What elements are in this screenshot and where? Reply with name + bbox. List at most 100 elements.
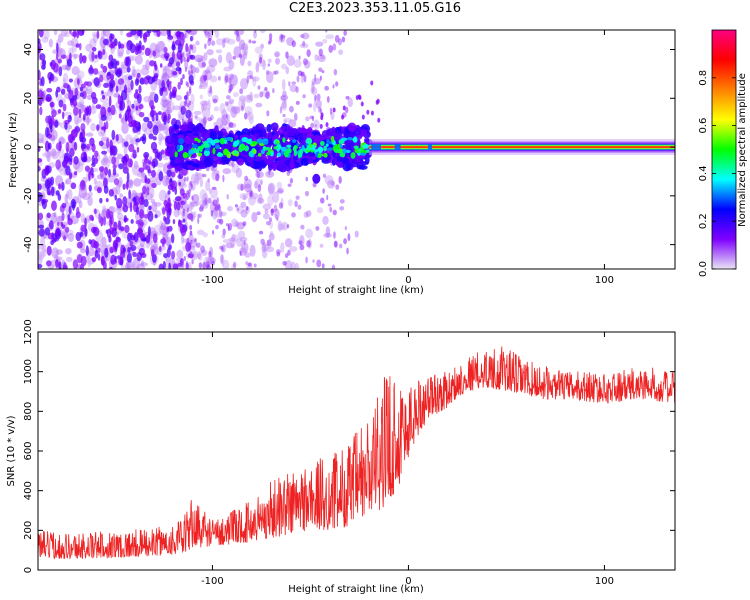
spectrogram-band-blob [198, 130, 206, 138]
spectrogram-haze-spot [199, 178, 204, 188]
spectrogram-haze-spot [319, 243, 324, 248]
spectrogram-noise-blob [50, 115, 55, 127]
spectrogram-streak-blob [183, 255, 186, 261]
spectrogram-sparse-blob [339, 199, 345, 204]
spectrogram-haze-spot [38, 243, 44, 250]
spectrogram-sparse-blob [337, 38, 342, 46]
spectrogram-haze-spot [305, 116, 310, 122]
spectrogram-band-blob [349, 161, 360, 168]
spectrogram-haze-spot [150, 198, 156, 204]
spectrogram-sparse-blob [249, 190, 253, 198]
spectrogram-noise-blob [44, 179, 51, 190]
spectrogram-haze-spot [81, 192, 91, 201]
spectrogram-sparse-blob [234, 204, 239, 208]
spectrogram-band-peak [323, 145, 327, 152]
spectrogram-sparse-blob [291, 81, 297, 85]
spectrogram-haze-spot [280, 242, 285, 253]
spectrogram-noise-blob [154, 64, 158, 71]
spectrogram-noise-blob [108, 235, 112, 243]
spectrogram-haze-spot [200, 55, 205, 61]
spectrogram-noise-blob [153, 72, 159, 79]
spectrogram-noise-blob [110, 104, 116, 116]
spectrogram-sparse-blob [217, 76, 221, 81]
spectrogram-haze-spot [197, 252, 203, 261]
spectrogram-noise-blob [168, 262, 172, 269]
spectrogram-noise-blob [56, 42, 59, 54]
spectrogram-haze-spot [238, 95, 246, 102]
spectrogram-band-peak [203, 149, 210, 157]
spectrogram-noise-blob [46, 87, 53, 93]
spectrogram-haze-spot [42, 243, 47, 253]
spectrogram-haze-spot [67, 188, 73, 201]
spectrogram-streak-blob [191, 259, 194, 265]
spectrogram-noise-blob [57, 108, 62, 114]
spectrogram-haze-spot [160, 30, 168, 37]
spectrogram-noise-blob [46, 260, 52, 267]
spectrogram-haze-spot [223, 37, 231, 44]
spectrogram-band-peak [178, 137, 185, 145]
spectrogram-haze-spot [161, 244, 166, 251]
spectrogram-noise-blob [64, 226, 70, 233]
spectrogram-upper-blob [361, 114, 365, 120]
spectrogram-haze-spot [84, 88, 93, 95]
spectrogram-noise-blob [55, 159, 61, 170]
spectrogram-haze-spot [180, 233, 185, 245]
spectrogram-haze-spot [239, 193, 249, 200]
spectrogram-sparse-blob [343, 238, 347, 245]
spectrogram-haze-spot [247, 110, 251, 117]
spectrogram-noise-blob [57, 193, 62, 201]
spectrogram-noise-blob [120, 226, 125, 232]
spectrogram-haze-spot [286, 55, 295, 66]
spectrogram-noise-blob [137, 30, 142, 37]
spectrogram-sparse-blob [312, 259, 315, 263]
spectrogram-noise-blob [127, 115, 133, 124]
spectrogram-noise-blob [169, 90, 173, 100]
spectrogram-noise-blob [138, 167, 145, 173]
spectrogram-sparse-blob [276, 249, 281, 255]
spectrogram-noise-blob [150, 105, 156, 110]
spectrogram-band-blob [358, 165, 368, 170]
spectrogram-sparse-blob [329, 107, 333, 115]
spectrogram-haze-spot [163, 236, 172, 246]
spectrogram-noise-blob [84, 165, 90, 172]
spectrogram-haze-spot [117, 212, 124, 220]
spectrogram-noise-blob [150, 141, 158, 151]
spectrogram-noise-blob [72, 99, 78, 107]
spectrogram-sparse-blob [265, 91, 270, 100]
spectrogram-noise-blob [72, 30, 77, 38]
spectrogram-haze-spot [80, 213, 86, 223]
spectrogram-haze-spot [149, 156, 153, 161]
spectrogram-noise-blob [174, 186, 178, 195]
spectrogram-sparse-blob [333, 68, 338, 76]
spectrogram-sparse-blob [333, 231, 336, 239]
spectrogram-noise-blob [91, 257, 97, 263]
spectrogram-sparse-blob [291, 40, 296, 48]
spectrogram-haze-spot [252, 76, 257, 88]
spectrogram-noise-blob [130, 79, 134, 91]
spectrogram-streak-blob [185, 195, 189, 201]
spectrogram-haze-spot [209, 75, 218, 83]
spectrogram-noise-blob [98, 166, 105, 172]
spectrogram-haze-spot [142, 64, 147, 69]
spectrogram-noise-blob [162, 260, 166, 269]
spectrogram-haze-spot [313, 101, 317, 113]
spectrogram-haze-spot [283, 99, 287, 104]
spectrogram-upper-blob [341, 114, 345, 120]
spectrogram-noise-blob [175, 66, 182, 72]
spectrogram-haze-spot [85, 43, 93, 52]
spectrogram-haze-spot [223, 66, 232, 72]
spectrogram-haze-spot [200, 100, 209, 107]
spectrogram-noise-blob [47, 232, 54, 240]
spectrogram-band-blob [205, 132, 210, 139]
spectrogram-sparse-blob [257, 85, 261, 90]
spectrogram-noise-blob [104, 247, 109, 258]
spectrogram-band-peak [276, 140, 280, 145]
spectrogram-sparse-blob [318, 106, 322, 113]
spectrogram-streak-blob [183, 107, 186, 113]
spectrogram-haze-spot [244, 252, 251, 258]
colorbar-frame [711, 29, 737, 270]
spectrogram-upper-blob [376, 98, 380, 104]
spectrogram-sparse-blob [332, 43, 337, 51]
spectrogram-haze-spot [64, 193, 69, 205]
spectrogram-band-peak [278, 145, 282, 150]
